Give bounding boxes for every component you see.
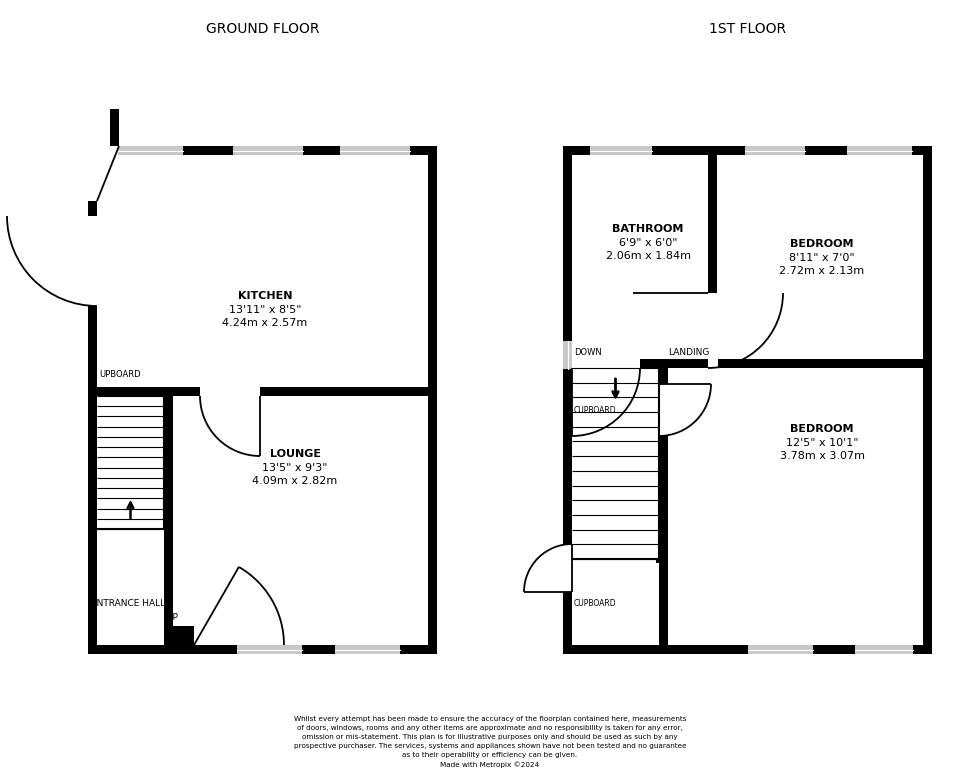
Bar xyxy=(88,387,437,396)
Text: Whilst every attempt has been made to ensure the accuracy of the floorplan conta: Whilst every attempt has been made to en… xyxy=(294,716,686,768)
Bar xyxy=(340,146,410,155)
Bar xyxy=(88,146,97,654)
Text: KITCHEN: KITCHEN xyxy=(238,291,292,301)
Bar xyxy=(335,645,400,654)
Bar xyxy=(88,216,99,306)
Bar xyxy=(563,146,932,155)
Bar xyxy=(233,146,303,155)
Text: BEDROOM: BEDROOM xyxy=(790,424,854,434)
Text: UP: UP xyxy=(166,614,178,622)
Text: LANDING: LANDING xyxy=(668,347,710,357)
Text: CUPBOARD: CUPBOARD xyxy=(574,600,616,608)
Bar xyxy=(656,559,659,563)
Text: BEDROOM: BEDROOM xyxy=(790,239,854,249)
Bar xyxy=(847,146,912,155)
Text: 13'11" x 8'5": 13'11" x 8'5" xyxy=(228,305,301,315)
Text: DOWN: DOWN xyxy=(574,347,602,357)
Text: 4.24m x 2.57m: 4.24m x 2.57m xyxy=(222,318,308,328)
Bar xyxy=(563,544,574,592)
Text: 6'9" x 6'0": 6'9" x 6'0" xyxy=(618,238,677,248)
Bar xyxy=(745,146,805,155)
Bar xyxy=(200,386,260,396)
Text: ENTRANCE HALL: ENTRANCE HALL xyxy=(91,600,165,608)
Text: BATHROOM: BATHROOM xyxy=(612,224,684,234)
Bar xyxy=(590,146,652,155)
Bar xyxy=(164,392,173,654)
Bar xyxy=(563,359,712,368)
Bar xyxy=(659,364,668,645)
Text: 4.09m x 2.82m: 4.09m x 2.82m xyxy=(253,476,338,486)
Bar xyxy=(708,359,932,368)
Bar xyxy=(563,341,572,369)
Bar xyxy=(572,358,640,368)
Bar xyxy=(659,384,669,436)
Bar xyxy=(563,146,572,654)
Text: LOUNGE: LOUNGE xyxy=(270,449,320,459)
Text: 13'5" x 9'3": 13'5" x 9'3" xyxy=(263,463,327,473)
Bar xyxy=(708,146,717,368)
Text: 2.72m x 2.13m: 2.72m x 2.13m xyxy=(779,266,864,276)
Bar xyxy=(855,645,913,654)
Bar xyxy=(708,293,718,368)
Text: 2.06m x 1.84m: 2.06m x 1.84m xyxy=(606,251,691,261)
Bar xyxy=(110,109,119,155)
Bar xyxy=(428,146,437,654)
Text: 3.78m x 3.07m: 3.78m x 3.07m xyxy=(779,451,864,461)
Bar xyxy=(88,146,119,201)
Text: GROUND FLOOR: GROUND FLOOR xyxy=(206,22,319,36)
Text: 12'5" x 10'1": 12'5" x 10'1" xyxy=(786,438,858,448)
Text: UPBOARD: UPBOARD xyxy=(99,369,140,379)
Bar xyxy=(748,645,813,654)
Bar xyxy=(923,146,932,654)
Text: 8'11" x 7'0": 8'11" x 7'0" xyxy=(789,253,855,263)
Text: CUPBOARD: CUPBOARD xyxy=(574,405,616,415)
Bar xyxy=(118,146,183,155)
Bar xyxy=(563,645,932,654)
Bar xyxy=(88,645,437,654)
Bar xyxy=(88,146,437,155)
Bar xyxy=(237,645,302,654)
Bar xyxy=(164,626,194,645)
Text: 1ST FLOOR: 1ST FLOOR xyxy=(710,22,787,36)
